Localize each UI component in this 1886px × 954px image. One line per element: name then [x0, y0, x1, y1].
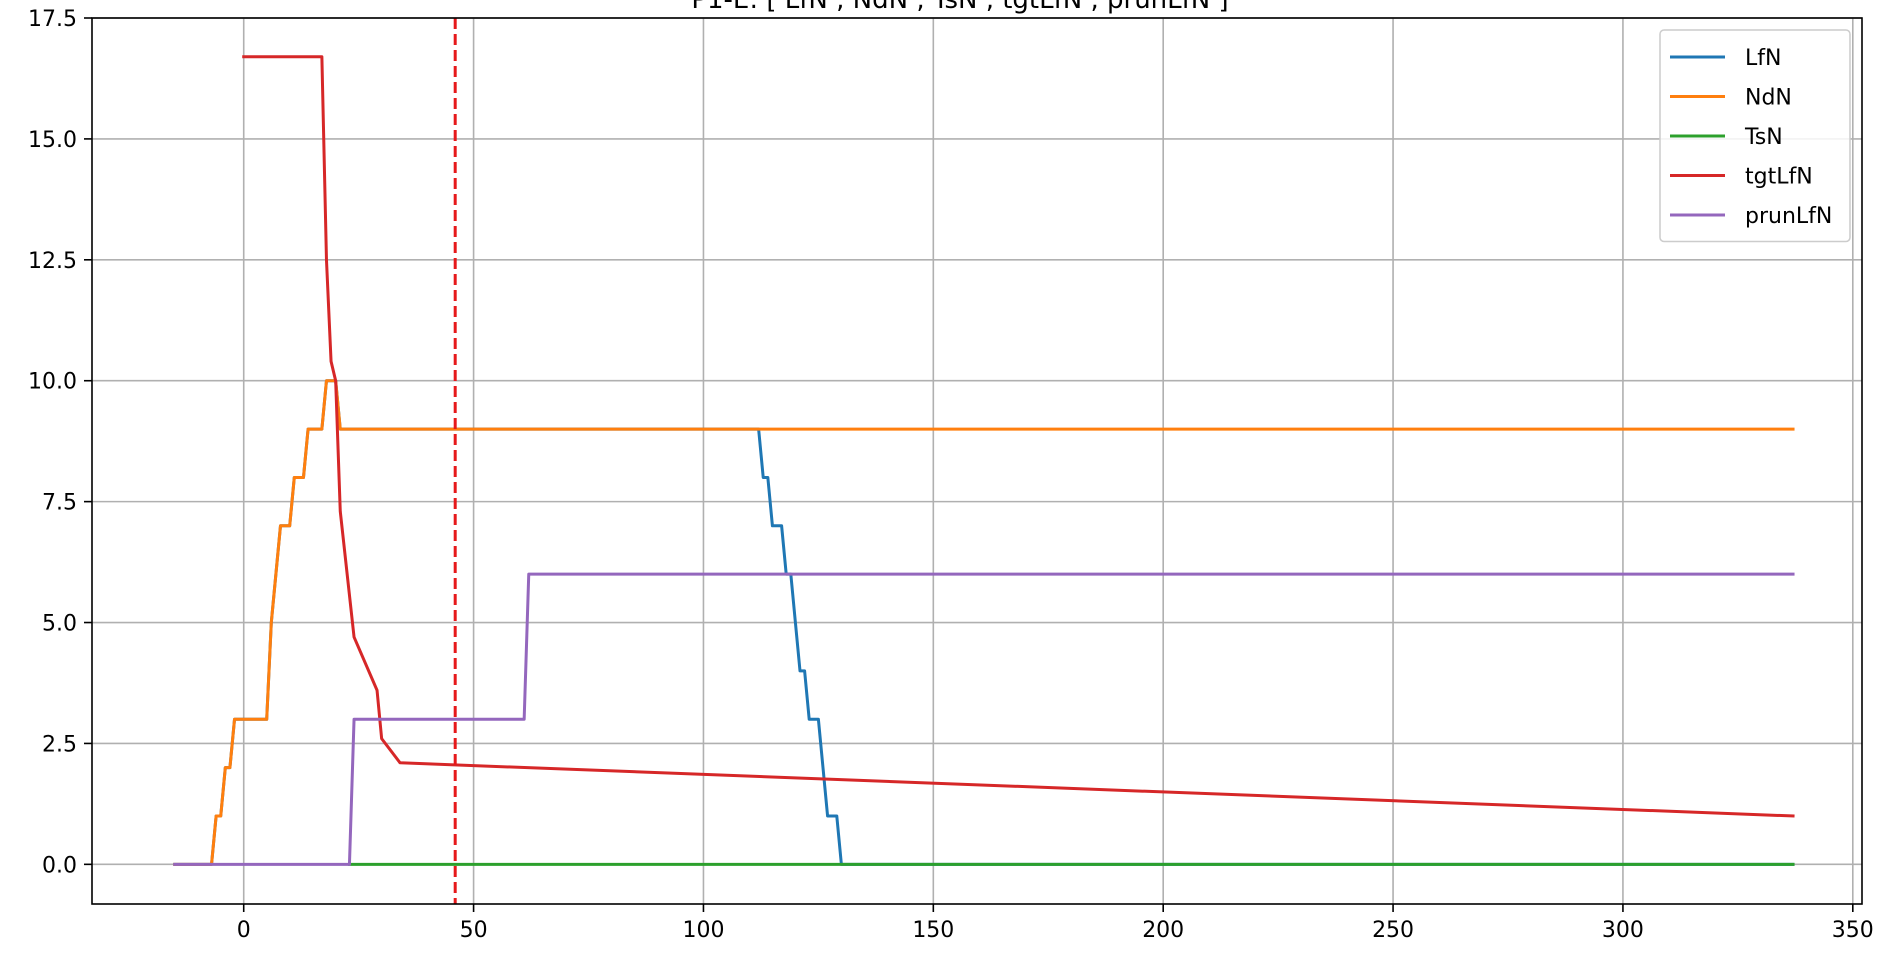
y-tick-label: 2.5 — [42, 732, 77, 757]
legend-label: TsN — [1744, 125, 1783, 150]
chart-title: P1-E: [ LfN , NdN , TsN , tgtLfN , prunL… — [691, 0, 1228, 15]
x-tick-label: 350 — [1832, 918, 1874, 943]
y-tick-label: 17.5 — [28, 7, 77, 32]
y-axis: 0.0 2.5 5.0 7.5 10.0 12.5 15.0 17.5 — [28, 7, 92, 878]
x-tick-label: 300 — [1602, 918, 1644, 943]
x-tick-label: 250 — [1372, 918, 1414, 943]
series-line-NdN — [173, 379, 1795, 866]
x-tick-label: 100 — [682, 918, 724, 943]
series-line-tgtLfN — [242, 55, 1795, 818]
legend-box — [1659, 29, 1851, 243]
legend-label: prunLfN — [1745, 204, 1832, 229]
y-tick-label: 12.5 — [28, 249, 77, 274]
x-axis: 0 50 100 150 200 250 300 350 — [237, 904, 1874, 943]
x-tick-label: 200 — [1142, 918, 1184, 943]
y-tick-label: 5.0 — [42, 612, 77, 637]
legend-label: LfN — [1745, 46, 1781, 71]
y-tick-label: 7.5 — [42, 491, 77, 516]
x-tick-label: 150 — [912, 918, 954, 943]
x-tick-label: 50 — [460, 918, 488, 943]
y-tick-label: 15.0 — [28, 128, 77, 153]
plot-frame — [91, 17, 1863, 905]
legend-label: NdN — [1745, 86, 1792, 111]
x-tick-label: 0 — [237, 918, 251, 943]
series-line-prunLfN — [173, 572, 1795, 866]
y-tick-label: 10.0 — [28, 370, 77, 395]
series-lines — [173, 55, 1795, 866]
legend-label: tgtLfN — [1745, 165, 1813, 190]
legend: LfN NdN TsN tgtLfN prunLfN — [1659, 29, 1851, 243]
y-tick-label: 0.0 — [42, 853, 77, 878]
grid-lines — [92, 17, 1862, 904]
